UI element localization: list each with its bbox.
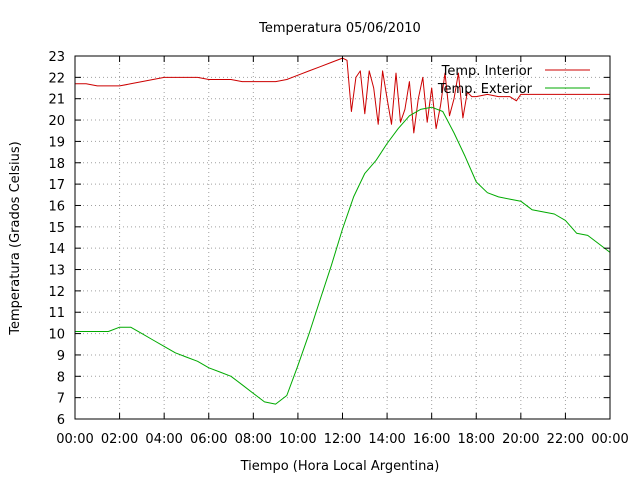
grid [75,56,610,419]
y-tick-label: 21 [48,93,65,108]
series-line-exterior [75,106,611,405]
chart-title: Temperatura 05/06/2010 [258,21,421,36]
y-tick-label: 10 [48,328,65,343]
legend: Temp. Interior Temp. Exterior [437,64,590,97]
axis-ticks: 6 7 8 9 10 11 12 13 14 15 16 17 18 19 20 21 22 23 00:00 02:… [48,50,628,447]
x-tick-label: 00:00 [56,432,93,447]
y-tick-label: 12 [48,285,65,300]
y-tick-label: 15 [48,221,65,236]
y-tick-label: 23 [48,50,65,65]
x-tick-label: 22:00 [547,432,584,447]
y-tick-label: 9 [57,349,65,364]
x-tick-label: 20:00 [502,432,539,447]
y-tick-label: 6 [57,413,65,428]
y-axis-title: Temperatura (Grados Celsius) [8,141,23,335]
x-tick-label: 00:00 [591,432,628,447]
x-tick-label: 06:00 [190,432,227,447]
x-tick-label: 12:00 [324,432,361,447]
plot-area [75,57,611,405]
y-tick-label: 16 [48,199,65,214]
y-tick-label: 7 [57,392,65,407]
y-tick-label: 14 [48,242,65,257]
y-tick-label: 8 [57,370,65,385]
x-tick-label: 14:00 [368,432,405,447]
x-axis-title: Tiempo (Hora Local Argentina) [240,459,440,474]
y-tick-label: 20 [48,114,65,129]
x-tick-label: 02:00 [101,432,138,447]
y-tick-label: 18 [48,157,65,172]
y-tick-label: 22 [48,71,65,86]
legend-label: Temp. Exterior [437,82,533,97]
y-tick-label: 19 [48,135,65,150]
x-tick-label: 10:00 [279,432,316,447]
y-tick-label: 13 [48,264,65,279]
x-tick-label: 08:00 [235,432,272,447]
y-tick-label: 17 [48,178,65,193]
x-tick-label: 16:00 [413,432,450,447]
x-tick-label: 04:00 [145,432,182,447]
legend-label: Temp. Interior [441,64,533,79]
x-tick-label: 18:00 [458,432,495,447]
y-tick-label: 11 [48,306,65,321]
series-line-interior [75,57,610,134]
